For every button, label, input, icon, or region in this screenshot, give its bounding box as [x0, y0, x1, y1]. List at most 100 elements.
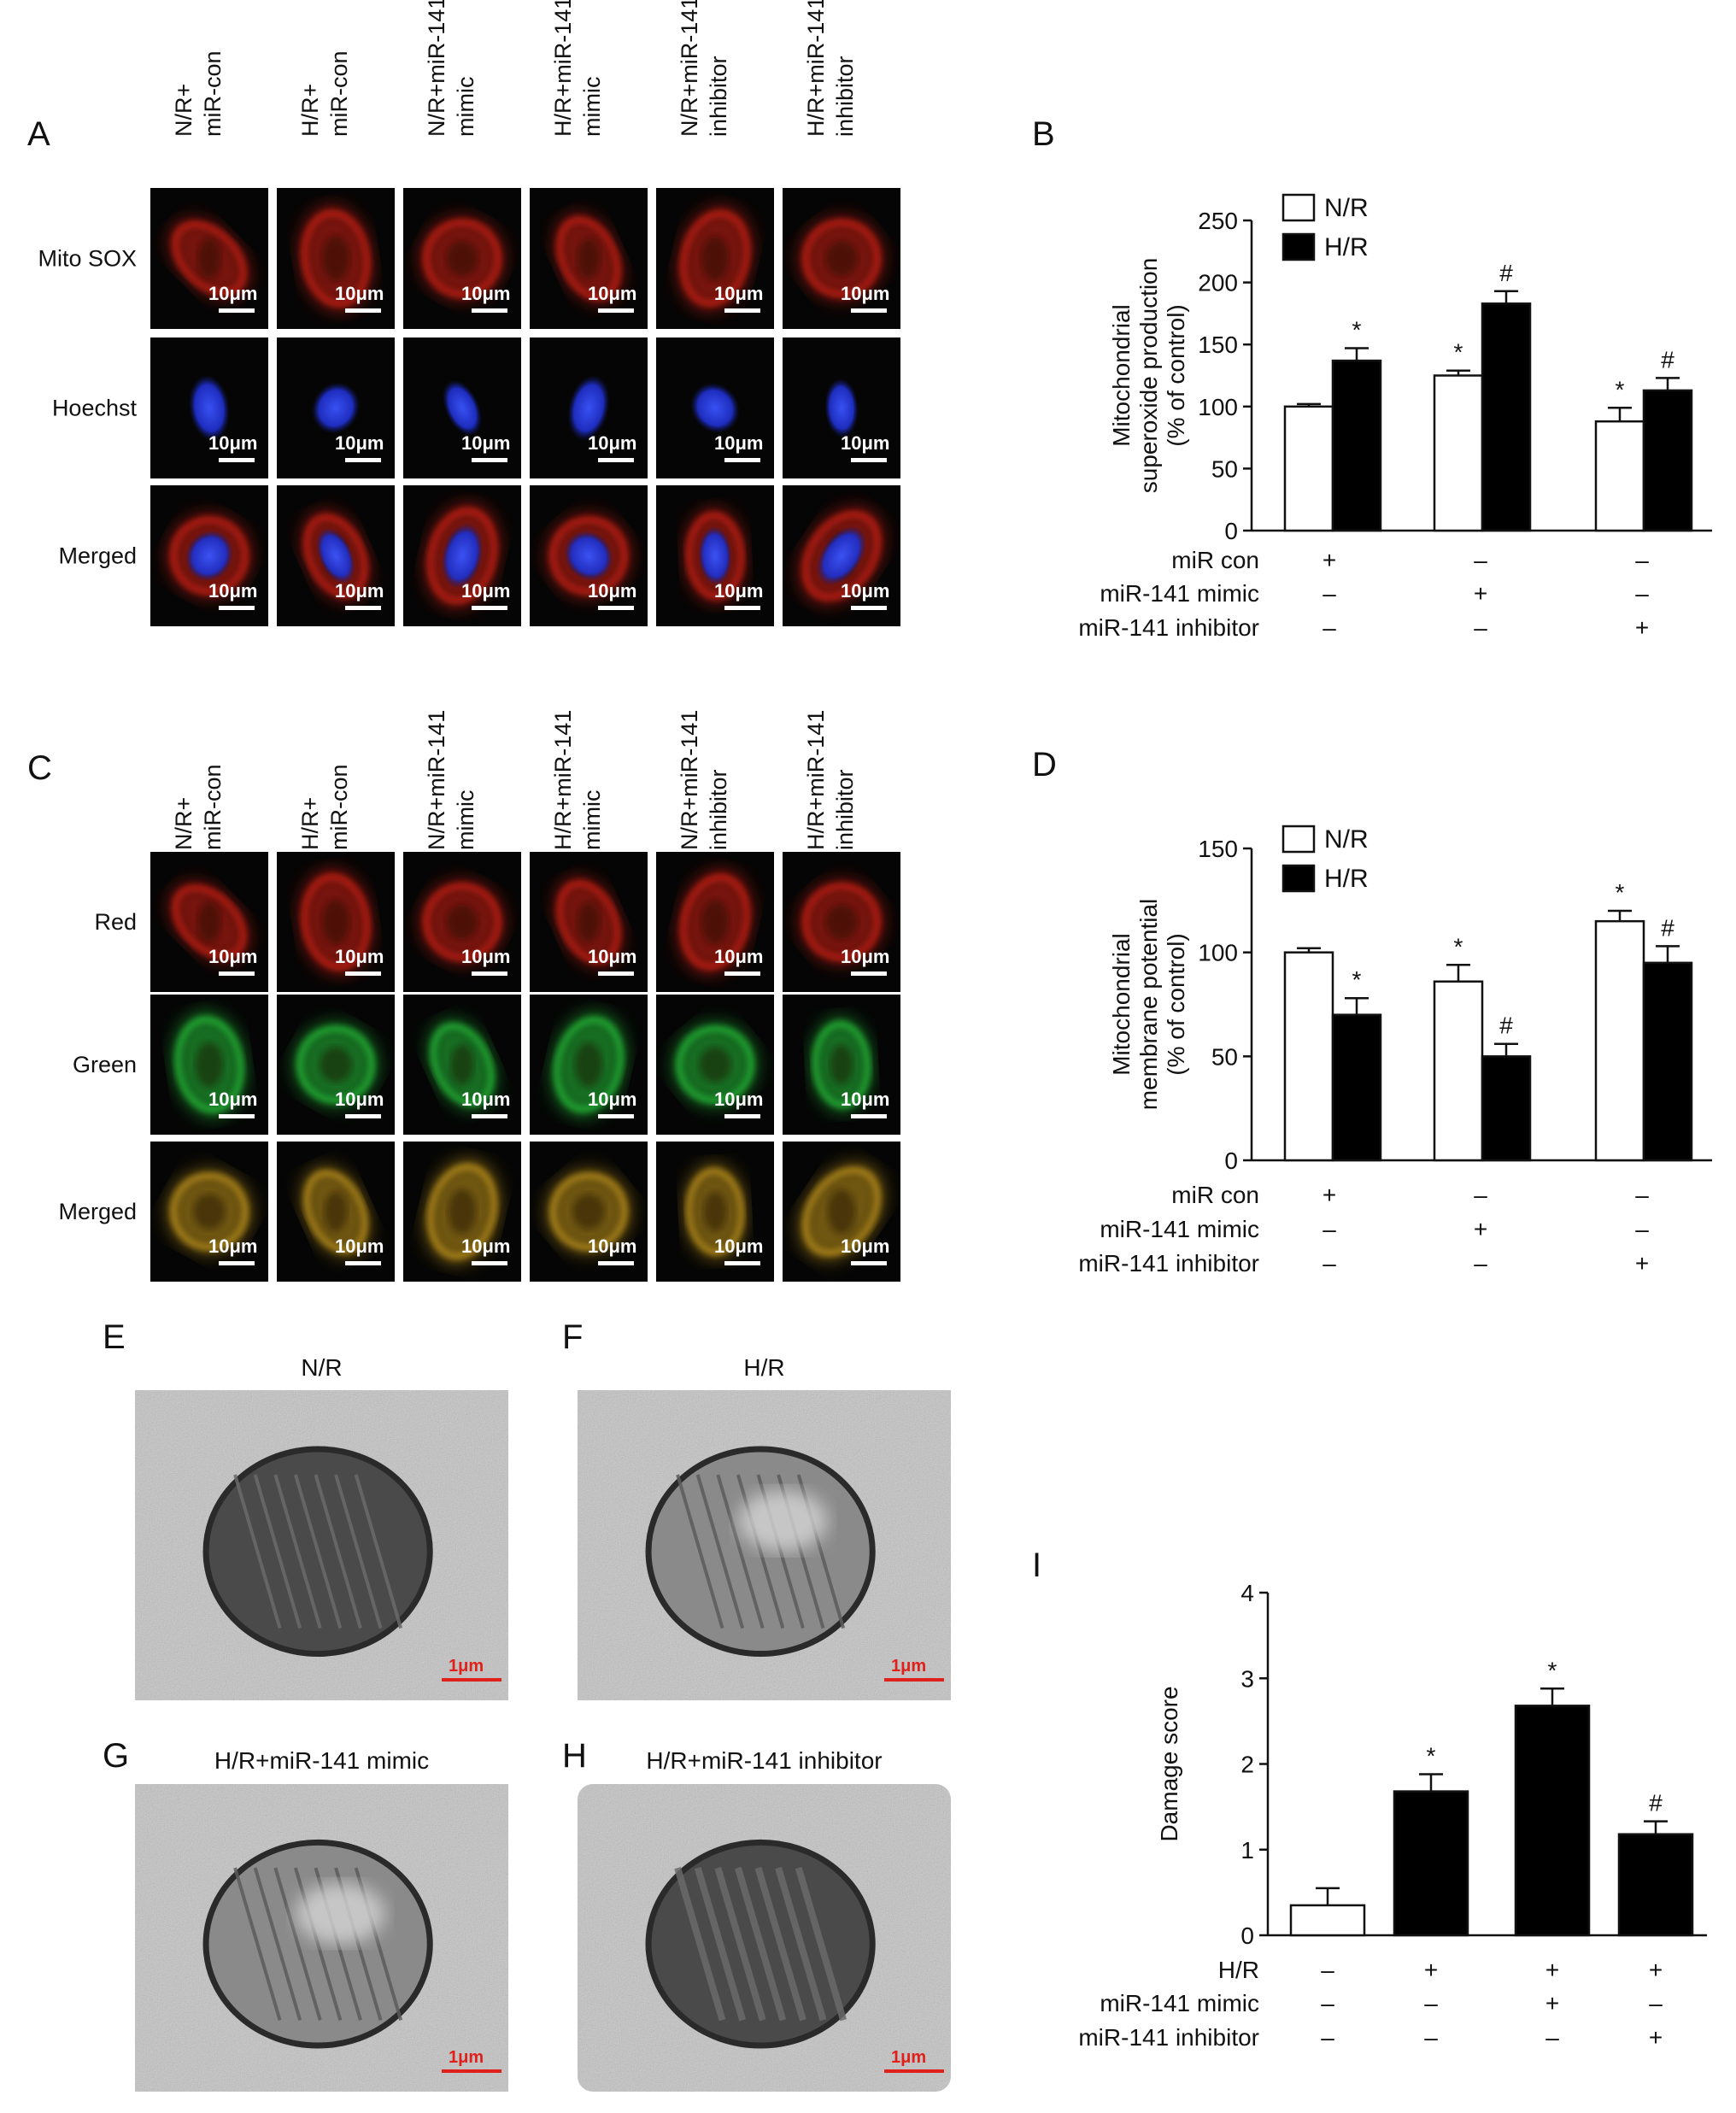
- bar: [1289, 1904, 1366, 1937]
- scale-bar-bar: [851, 1261, 887, 1265]
- condition-sign: –: [1424, 2024, 1438, 2051]
- scale-bar-label: 10μm: [841, 946, 890, 967]
- em-micrograph: 1μm: [578, 1784, 951, 2092]
- scale-bar-bar: [724, 458, 760, 462]
- micrograph-tile: 10μm: [403, 337, 521, 478]
- scale-bar-bar: [724, 1114, 760, 1118]
- panel-a: A N/R+ miR-con H/R+ miR-con N/R+miR-141 mimic H…: [27, 0, 900, 626]
- condition-sign: +: [1424, 1957, 1438, 1983]
- condition-sign: +: [1635, 614, 1649, 641]
- scale-bar-bar: [851, 458, 887, 462]
- micrograph-tile: 10μm: [530, 1142, 648, 1282]
- significance-mark: *: [1352, 317, 1362, 343]
- scale-bar-label: 10μm: [841, 432, 890, 454]
- micrograph-tile: 10μm: [783, 995, 900, 1135]
- panel-letter: C: [27, 749, 52, 787]
- legend-swatch: [1281, 193, 1316, 222]
- row-label: Green: [73, 1052, 137, 1077]
- y-axis-label: Damage score: [1156, 1686, 1182, 1841]
- scale-bar-label: 10μm: [841, 1089, 890, 1110]
- scale-bar-bar: [598, 971, 634, 976]
- scale-bar-label: 10μm: [714, 1089, 764, 1110]
- scale-bar-label: 10μm: [588, 1089, 637, 1110]
- significance-mark: *: [1616, 879, 1625, 906]
- scale-bar-label: 10μm: [841, 283, 890, 304]
- micrograph-tile: 10μm: [150, 337, 268, 478]
- bar-nr: [1433, 980, 1484, 1162]
- micrograph-tile: 10μm: [403, 485, 521, 626]
- scale-bar-bar: [219, 1261, 255, 1265]
- scale-bar-bar: [219, 1114, 255, 1118]
- scale-bar-label: 10μm: [208, 1236, 258, 1257]
- scale-bar-bar: [598, 458, 634, 462]
- panel-letter: A: [27, 115, 50, 153]
- panel-letter: F: [562, 1318, 583, 1356]
- condition-label: H/R: [1218, 1957, 1259, 1983]
- scale-bar-bar: [598, 1114, 634, 1118]
- column-header: H/R+miR-141 inhibitor: [803, 710, 858, 850]
- column-header: H/R+miR-141 inhibitor: [803, 0, 858, 137]
- scale-bar-label: 10μm: [335, 283, 384, 304]
- condition-sign: –: [1474, 614, 1487, 641]
- scale-bar-bar: [219, 971, 255, 976]
- scale-bar-bar: [851, 308, 887, 313]
- y-tick-label: 4: [1240, 1580, 1254, 1606]
- scale-bar-bar: [472, 606, 507, 610]
- scale-bar-bar: [472, 458, 507, 462]
- em-micrograph: 1μm: [135, 1390, 508, 1700]
- condition-sign: +: [1474, 1216, 1487, 1242]
- bar-hr: [1331, 1013, 1382, 1162]
- scale-bar-bar: [598, 606, 634, 610]
- scale-bar: [442, 2069, 501, 2073]
- bar-nr: [1283, 405, 1334, 532]
- scale-bar-bar: [598, 308, 634, 313]
- em-title: H/R+miR-141 mimic: [214, 1747, 429, 1774]
- y-tick-label: 200: [1198, 270, 1238, 296]
- micrograph-tile: 10μm: [150, 1142, 268, 1282]
- condition-sign: –: [1635, 580, 1649, 607]
- micrograph-tile: 10μm: [403, 852, 521, 992]
- em-title: H/R: [743, 1354, 784, 1381]
- bar-hr: [1481, 1055, 1532, 1162]
- condition-label: miR-141 mimic: [1100, 1990, 1259, 2016]
- micrograph-tile: 10μm: [150, 995, 268, 1135]
- significance-mark: *: [1352, 966, 1362, 993]
- significance-mark: #: [1661, 914, 1674, 941]
- column-header: N/R+miR-141 mimic: [424, 0, 478, 137]
- scale-bar-bar: [851, 606, 887, 610]
- scale-bar-label: 10μm: [335, 432, 384, 454]
- bar-nr: [1433, 374, 1484, 532]
- condition-sign: +: [1323, 547, 1336, 573]
- scale-bar-label: 10μm: [461, 432, 511, 454]
- micrograph-tile: 10μm: [783, 485, 900, 626]
- scale-bar-label: 10μm: [461, 283, 511, 304]
- scale-bar-bar: [345, 606, 381, 610]
- scale-bar-bar: [345, 308, 381, 313]
- scale-bar-label: 10μm: [714, 946, 764, 967]
- micrograph-tile: 10μm: [150, 852, 268, 992]
- micrograph-tile: 10μm: [150, 485, 268, 626]
- bar-nr: [1594, 919, 1645, 1162]
- column-header: H/R+ miR-con: [297, 50, 352, 137]
- y-tick-label: 50: [1211, 1043, 1238, 1070]
- column-header: N/R+miR-141 mimic: [424, 710, 478, 850]
- micrograph-tile: 10μm: [656, 1142, 774, 1282]
- scale-bar-bar: [472, 308, 507, 313]
- scale-bar-label: 10μm: [335, 946, 384, 967]
- condition-sign: –: [1323, 614, 1336, 641]
- scale-bar-label: 10μm: [714, 283, 764, 304]
- scale-bar-label: 10μm: [588, 283, 637, 304]
- condition-sign: –: [1474, 547, 1487, 573]
- scale-bar-label: 10μm: [208, 580, 258, 602]
- condition-sign: +: [1649, 1957, 1663, 1983]
- scale-bar-label: 10μm: [461, 1236, 511, 1257]
- y-tick-label: 0: [1224, 1147, 1238, 1174]
- chart-d: D 0 50 100 150 Mitochondrialmembrane potentia…: [1032, 746, 1712, 1277]
- legend-label: N/R: [1324, 825, 1369, 854]
- scale-bar-label: 10μm: [714, 432, 764, 454]
- condition-sign: +: [1323, 1182, 1336, 1208]
- significance-mark: *: [1616, 376, 1625, 402]
- condition-label: miR-141 mimic: [1100, 1216, 1259, 1242]
- scale-bar-label: 10μm: [714, 1236, 764, 1257]
